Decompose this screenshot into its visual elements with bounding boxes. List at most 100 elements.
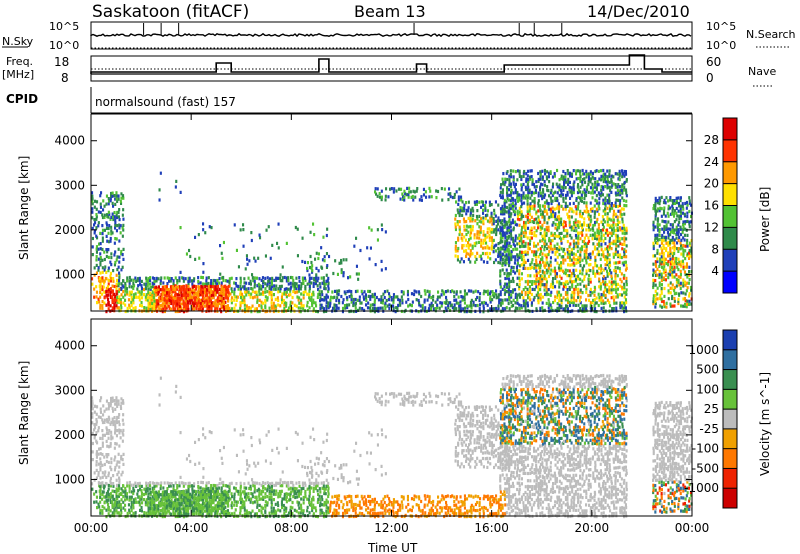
power-cell (673, 201, 676, 205)
power-cell (512, 269, 515, 273)
power-cell (600, 301, 603, 305)
power-cell (249, 295, 252, 299)
power-cell (465, 208, 468, 212)
power-cell (374, 187, 377, 191)
power-cell (600, 191, 603, 195)
power-cell (671, 254, 674, 258)
power-cell (535, 274, 538, 278)
power-cell (606, 245, 609, 249)
power-cell (604, 177, 607, 181)
power-cell (668, 254, 671, 258)
power-cell (251, 290, 254, 294)
power-cell (292, 278, 295, 282)
power-cell (504, 177, 507, 181)
power-cell (195, 304, 198, 308)
power-cell (572, 296, 575, 300)
power-cell (532, 298, 535, 302)
power-cell (438, 295, 441, 299)
power-cell (533, 266, 536, 270)
power-cell (101, 276, 104, 280)
power-cell (95, 285, 98, 289)
power-cell (159, 299, 162, 303)
power-cell (610, 291, 613, 295)
power-cell (239, 281, 242, 285)
power-cell (625, 276, 628, 280)
power-cell (348, 295, 351, 299)
power-cell (569, 242, 572, 246)
velocity-cell (111, 513, 114, 517)
velocity-cell (111, 503, 114, 507)
power-cell (152, 288, 155, 292)
power-cell (602, 172, 605, 176)
power-cell (120, 252, 123, 256)
power-cell (397, 297, 400, 302)
power-cell (572, 191, 575, 195)
power-cell (516, 217, 519, 221)
power-cell (148, 282, 151, 286)
power-cell (363, 290, 366, 294)
power-cell (435, 196, 438, 200)
power-cell (659, 304, 662, 308)
power-cell (662, 300, 665, 304)
velocity-cell (95, 450, 98, 454)
power-cell (554, 295, 557, 299)
power-cell (401, 301, 404, 305)
power-cell (563, 247, 566, 251)
power-cell (268, 281, 271, 285)
power-cell (585, 258, 588, 262)
power-cell (593, 304, 596, 308)
power-cell (147, 301, 150, 305)
power-cell (166, 299, 169, 303)
power-cell (195, 293, 198, 297)
power-cell (473, 233, 476, 237)
power-cell (261, 276, 264, 280)
power-cell (114, 221, 117, 225)
power-cell (150, 298, 153, 302)
power-cell (541, 194, 544, 198)
power-cell (546, 253, 549, 257)
power-cell (291, 282, 294, 286)
power-cell (552, 277, 555, 281)
power-cell (510, 300, 513, 304)
power-cell (520, 202, 523, 206)
power-cell (682, 291, 685, 295)
power-cell (118, 279, 121, 283)
power-cell (506, 191, 509, 195)
velocity-cell (110, 482, 113, 486)
power-cell (671, 207, 674, 211)
power-cell (93, 273, 96, 277)
power-cell (652, 207, 655, 211)
power-cell (390, 298, 393, 302)
power-cell (618, 239, 621, 243)
power-cell (482, 304, 485, 308)
power-cell (514, 206, 517, 210)
power-cell (428, 290, 431, 294)
power-cell (304, 278, 307, 282)
power-cell (616, 293, 619, 297)
power-cell (130, 304, 133, 308)
power-cell (508, 193, 511, 197)
power-cell (686, 281, 689, 285)
power-cell (295, 282, 298, 286)
power-cell (667, 207, 670, 211)
power-cell (609, 189, 612, 193)
power-cell (124, 284, 127, 288)
power-cell (355, 236, 358, 240)
power-cell (520, 205, 523, 209)
power-cell (268, 279, 271, 283)
power-cell (469, 224, 472, 229)
power-cell (591, 189, 594, 193)
power-cell (533, 204, 536, 208)
power-cell (678, 217, 681, 221)
power-cell (180, 288, 183, 292)
power-cell (110, 256, 113, 260)
power-cell (690, 249, 693, 253)
power-cell (682, 265, 685, 269)
power-cell (506, 274, 509, 278)
power-cell (510, 237, 513, 241)
power-cell (243, 303, 246, 307)
power-cell (463, 249, 466, 253)
power-cell (533, 217, 536, 222)
power-cell (541, 279, 544, 283)
